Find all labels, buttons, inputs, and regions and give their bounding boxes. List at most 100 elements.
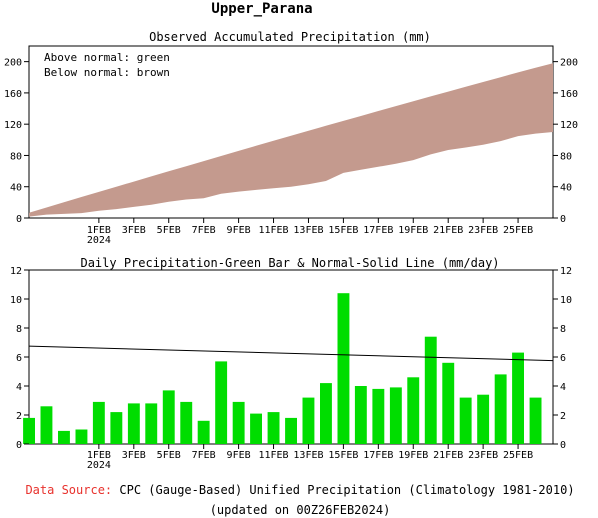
x-tick-label: 7FEB (192, 450, 216, 461)
daily-bar (23, 417, 35, 444)
daily-bar (442, 362, 455, 444)
y-tick-label-right: 12 (560, 266, 572, 277)
y-tick-label-left: 120 (4, 120, 22, 131)
y-tick-label-left: 40 (10, 183, 22, 194)
daily-bar (459, 397, 472, 444)
x-tick-label: 13FEB (293, 450, 323, 461)
x-tick-label: 17FEB (363, 225, 393, 236)
daily-bar (250, 413, 262, 444)
daily-bar (285, 417, 297, 444)
x-tick-label: 17FEB (363, 450, 393, 461)
daily-bar (389, 387, 402, 444)
y-tick-label-right: 40 (560, 183, 572, 194)
daily-bar (232, 401, 245, 444)
y-tick-label-right: 4 (560, 382, 566, 393)
daily-bar (75, 429, 88, 444)
footer: Data Source: CPC (Gauge-Based) Unified P… (25, 483, 574, 517)
x-tick-label: 15FEB (328, 225, 358, 236)
daily-bar (512, 352, 524, 444)
daily-bar (424, 336, 437, 444)
daily-bar (302, 397, 315, 444)
legend-above-normal: Above normal: green (44, 51, 170, 64)
x-tick-label: 15FEB (328, 450, 358, 461)
data-source-line: Data Source: CPC (Gauge-Based) Unified P… (25, 483, 574, 497)
y-tick-label-right: 6 (560, 353, 566, 364)
y-tick-label-left: 12 (10, 266, 22, 277)
main-title: Upper_Parana (211, 1, 312, 17)
x-tick-label: 5FEB (157, 225, 181, 236)
daily-bar (40, 406, 53, 444)
y-tick-label-right: 10 (560, 295, 572, 306)
data-source-label: Data Source: (25, 483, 112, 497)
x-tick-label: 25FEB (503, 225, 533, 236)
x-tick-year-label: 2024 (87, 460, 111, 471)
y-tick-label-right: 200 (560, 58, 578, 69)
y-tick-label-left: 80 (10, 151, 22, 162)
x-tick-year-label: 2024 (87, 235, 111, 246)
daily-bar (162, 390, 175, 444)
x-tick-label: 21FEB (433, 450, 463, 461)
y-tick-label-left: 2 (16, 411, 22, 422)
data-source-gap (112, 483, 119, 497)
daily-bar (407, 377, 420, 444)
x-tick-label: 23FEB (468, 225, 498, 236)
x-tick-label: 19FEB (398, 450, 428, 461)
normal-line (28, 345, 554, 362)
y-tick-label-left: 6 (16, 353, 22, 364)
x-tick-label: 9FEB (227, 450, 251, 461)
daily-bar (354, 386, 367, 444)
legend-below-normal: Below normal: brown (44, 66, 170, 79)
x-tick-label: 3FEB (122, 450, 146, 461)
daily-bar (267, 412, 280, 444)
y-tick-label-right: 0 (560, 214, 566, 225)
daily-bar (58, 430, 70, 444)
daily-bar (529, 397, 542, 444)
accumulated-precipitation-panel: Observed Accumulated Precipitation (mm) … (4, 30, 578, 246)
x-tick-label: 25FEB (503, 450, 533, 461)
x-tick-label: 19FEB (398, 225, 428, 236)
y-tick-label-right: 0 (560, 440, 566, 451)
accumulated-area-layer (29, 63, 553, 217)
y-tick-label-left: 0 (16, 440, 22, 451)
daily-bar (145, 403, 158, 444)
daily-chart-title: Daily Precipitation-Green Bar & Normal-S… (80, 256, 499, 270)
y-tick-label-left: 0 (16, 214, 22, 225)
daily-bar (127, 403, 140, 444)
daily-bar (215, 361, 228, 444)
daily-bar (337, 293, 350, 444)
y-tick-label-right: 120 (560, 120, 578, 131)
daily-precipitation-panel: Daily Precipitation-Green Bar & Normal-S… (10, 256, 572, 471)
daily-bars-layer (23, 293, 554, 444)
daily-bar (110, 412, 123, 444)
x-tick-label: 7FEB (192, 225, 216, 236)
y-tick-label-right: 160 (560, 89, 578, 100)
daily-bar (92, 401, 105, 444)
x-tick-label: 3FEB (122, 225, 146, 236)
daily-bar (477, 394, 490, 444)
y-tick-label-left: 10 (10, 295, 22, 306)
x-tick-label: 11FEB (258, 225, 288, 236)
x-tick-label: 1FEB (87, 225, 111, 236)
x-tick-label: 9FEB (227, 225, 251, 236)
daily-bar (494, 374, 507, 444)
y-tick-label-left: 4 (16, 382, 22, 393)
below-normal-area (29, 63, 553, 217)
x-tick-label: 21FEB (433, 225, 463, 236)
x-tick-label: 11FEB (258, 450, 288, 461)
x-tick-label: 13FEB (293, 225, 323, 236)
y-tick-label-left: 200 (4, 58, 22, 69)
x-tick-label: 23FEB (468, 450, 498, 461)
data-source-text: CPC (Gauge-Based) Unified Precipitation … (119, 483, 574, 497)
accumulated-chart-title: Observed Accumulated Precipitation (mm) (149, 30, 431, 44)
daily-bar (320, 383, 332, 444)
daily-bar (197, 420, 210, 444)
y-tick-label-right: 2 (560, 411, 566, 422)
x-tick-label: 1FEB (87, 450, 111, 461)
y-tick-label-right: 8 (560, 324, 566, 335)
x-tick-label: 5FEB (157, 450, 181, 461)
daily-bar (180, 401, 193, 444)
